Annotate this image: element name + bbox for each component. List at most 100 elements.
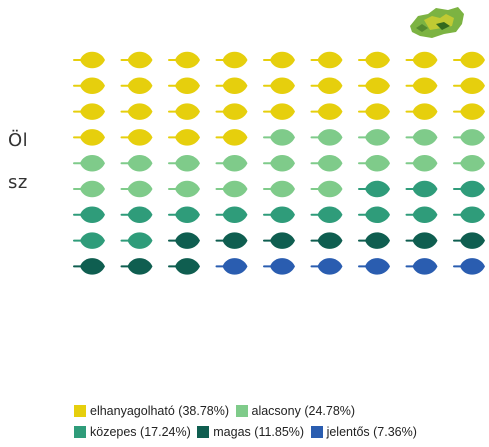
leaf-icon-magas [453, 232, 485, 249]
leaf-icon-alacsony [168, 180, 200, 198]
leaf-icon-kozepes [120, 232, 153, 249]
leaf-icon-elhanyagolhato [215, 103, 248, 120]
leaf-icon-elhanyagolhato [453, 77, 485, 95]
leaf-icon-elhanyagolhato [168, 51, 200, 69]
leaf-icon-elhanyagolhato [168, 103, 200, 120]
background-text-line-2: sz [8, 172, 28, 193]
leaf-icon-kozepes [120, 206, 153, 224]
leaf-icon-elhanyagolhato [453, 103, 485, 120]
leaf-icon-alacsony [215, 180, 248, 198]
legend-swatch [310, 426, 323, 438]
leaf-icon-elhanyagolhato [310, 77, 343, 95]
leaf-icon-kozepes [263, 206, 295, 224]
leaf-icon-jelentos [310, 258, 343, 275]
leaf-icon-elhanyagolhato [120, 51, 153, 69]
leaf-icon-kozepes [73, 232, 105, 249]
legend-row-2: közepes (17.24%) magas (11.85%) jelentős… [74, 425, 420, 439]
leaf-icon-magas [263, 232, 295, 249]
background-text-line-1: Öl [8, 130, 29, 151]
leaf-icon-alacsony [310, 180, 343, 198]
leaf-icon-elhanyagolhato [358, 51, 390, 69]
legend-percent: (38.78%) [178, 404, 230, 418]
leaf-icon-elhanyagolhato [263, 103, 295, 120]
leaf-icon-elhanyagolhato [73, 129, 105, 146]
leaf-icon-elhanyagolhato [73, 77, 105, 95]
legend-swatch [197, 426, 210, 438]
leaf-icon-elhanyagolhato [310, 103, 343, 120]
leaf-icon-elhanyagolhato [120, 103, 153, 120]
leaf-icon-elhanyagolhato [263, 51, 295, 69]
leaf-icon-elhanyagolhato [405, 77, 438, 95]
leaf-icon-elhanyagolhato [215, 51, 248, 69]
leaf-icon-elhanyagolhato [310, 51, 343, 69]
leaf-icon-elhanyagolhato [215, 77, 248, 95]
legend-label: jelentős [326, 425, 370, 439]
leaf-icon-alacsony [263, 129, 295, 146]
leaf-icon-elhanyagolhato [358, 77, 390, 95]
leaf-icon-magas [120, 258, 153, 275]
leaf-icon-alacsony [73, 154, 105, 172]
leaf-icon-elhanyagolhato [453, 51, 485, 69]
legend-item-alacsony: alacsony (24.78%) [235, 404, 356, 418]
leaf-icon-kozepes [453, 206, 485, 224]
leaf-icon-elhanyagolhato [168, 129, 200, 146]
leaf-icon-elhanyagolhato [358, 103, 390, 120]
leaf-icon-elhanyagolhato [405, 51, 438, 69]
legend-label: alacsony [251, 404, 301, 418]
leaf-icon-kozepes [168, 206, 200, 224]
legend-item-kozepes: közepes (17.24%) [74, 425, 191, 439]
leaf-icon-jelentos [358, 258, 390, 275]
leaf-icon-magas [73, 258, 105, 275]
legend-item-jelentos: jelentős (7.36%) [310, 425, 417, 439]
leaf-icon-magas [168, 258, 200, 275]
legend-label: magas [213, 425, 251, 439]
leaf-icon-magas [215, 232, 248, 249]
legend-item-magas: magas (11.85%) [197, 425, 304, 439]
legend-item-elhanyagolhato: elhanyagolható (38.78%) [74, 404, 229, 418]
leaf-icon-kozepes [405, 180, 438, 198]
leaf-icon-alacsony [453, 129, 485, 146]
leaf-icon-elhanyagolhato [120, 129, 153, 146]
leaf-icon-alacsony [310, 154, 343, 172]
leaf-icon-elhanyagolhato [120, 77, 153, 95]
leaf-icon-alacsony [263, 154, 295, 172]
legend-label: közepes [90, 425, 137, 439]
legend-percent: (7.36%) [373, 425, 417, 439]
leaf-icon-alacsony [263, 180, 295, 198]
legend-percent: (24.78%) [304, 404, 356, 418]
legend-swatch [235, 405, 248, 417]
leaf-icon-kozepes [358, 180, 390, 198]
leaf-icon-elhanyagolhato [215, 129, 248, 146]
leaf-icon-alacsony [168, 154, 200, 172]
leaf-icon-alacsony [405, 129, 438, 146]
leaf-icon-alacsony [215, 154, 248, 172]
leaf-icon-kozepes [405, 206, 438, 224]
leaf-icon-jelentos [405, 258, 438, 275]
leaf-icon-alacsony [73, 180, 105, 198]
leaf-icon-magas [405, 232, 438, 249]
leaf-icon-elhanyagolhato [263, 77, 295, 95]
leaf-icon-alacsony [358, 129, 390, 146]
legend-swatch [74, 405, 86, 417]
leaf-icon-kozepes [453, 180, 485, 198]
legend-row-1: elhanyagolható (38.78%) alacsony (24.78%… [74, 404, 358, 418]
leaf-icon-magas [358, 232, 390, 249]
legend-percent: (11.85%) [254, 425, 305, 439]
leaf-icon-alacsony [120, 154, 153, 172]
leaf-icon-elhanyagolhato [405, 103, 438, 120]
map-icon [410, 7, 464, 38]
legend-percent: (17.24%) [140, 425, 191, 439]
leaf-icon-alacsony [358, 154, 390, 172]
leaf-icon-alacsony [310, 129, 343, 146]
leaf-icon-jelentos [215, 258, 248, 275]
leaf-icon-kozepes [310, 206, 343, 224]
leaf-icon-alacsony [405, 154, 438, 172]
leaf-icon-elhanyagolhato [168, 77, 200, 95]
leaf-icon-kozepes [73, 206, 105, 224]
leaf-icon-elhanyagolhato [73, 103, 105, 120]
leaf-icon-alacsony [453, 154, 485, 172]
leaf-icon-magas [310, 232, 343, 249]
leaf-icon-kozepes [358, 206, 390, 224]
leaf-icon-jelentos [263, 258, 295, 275]
